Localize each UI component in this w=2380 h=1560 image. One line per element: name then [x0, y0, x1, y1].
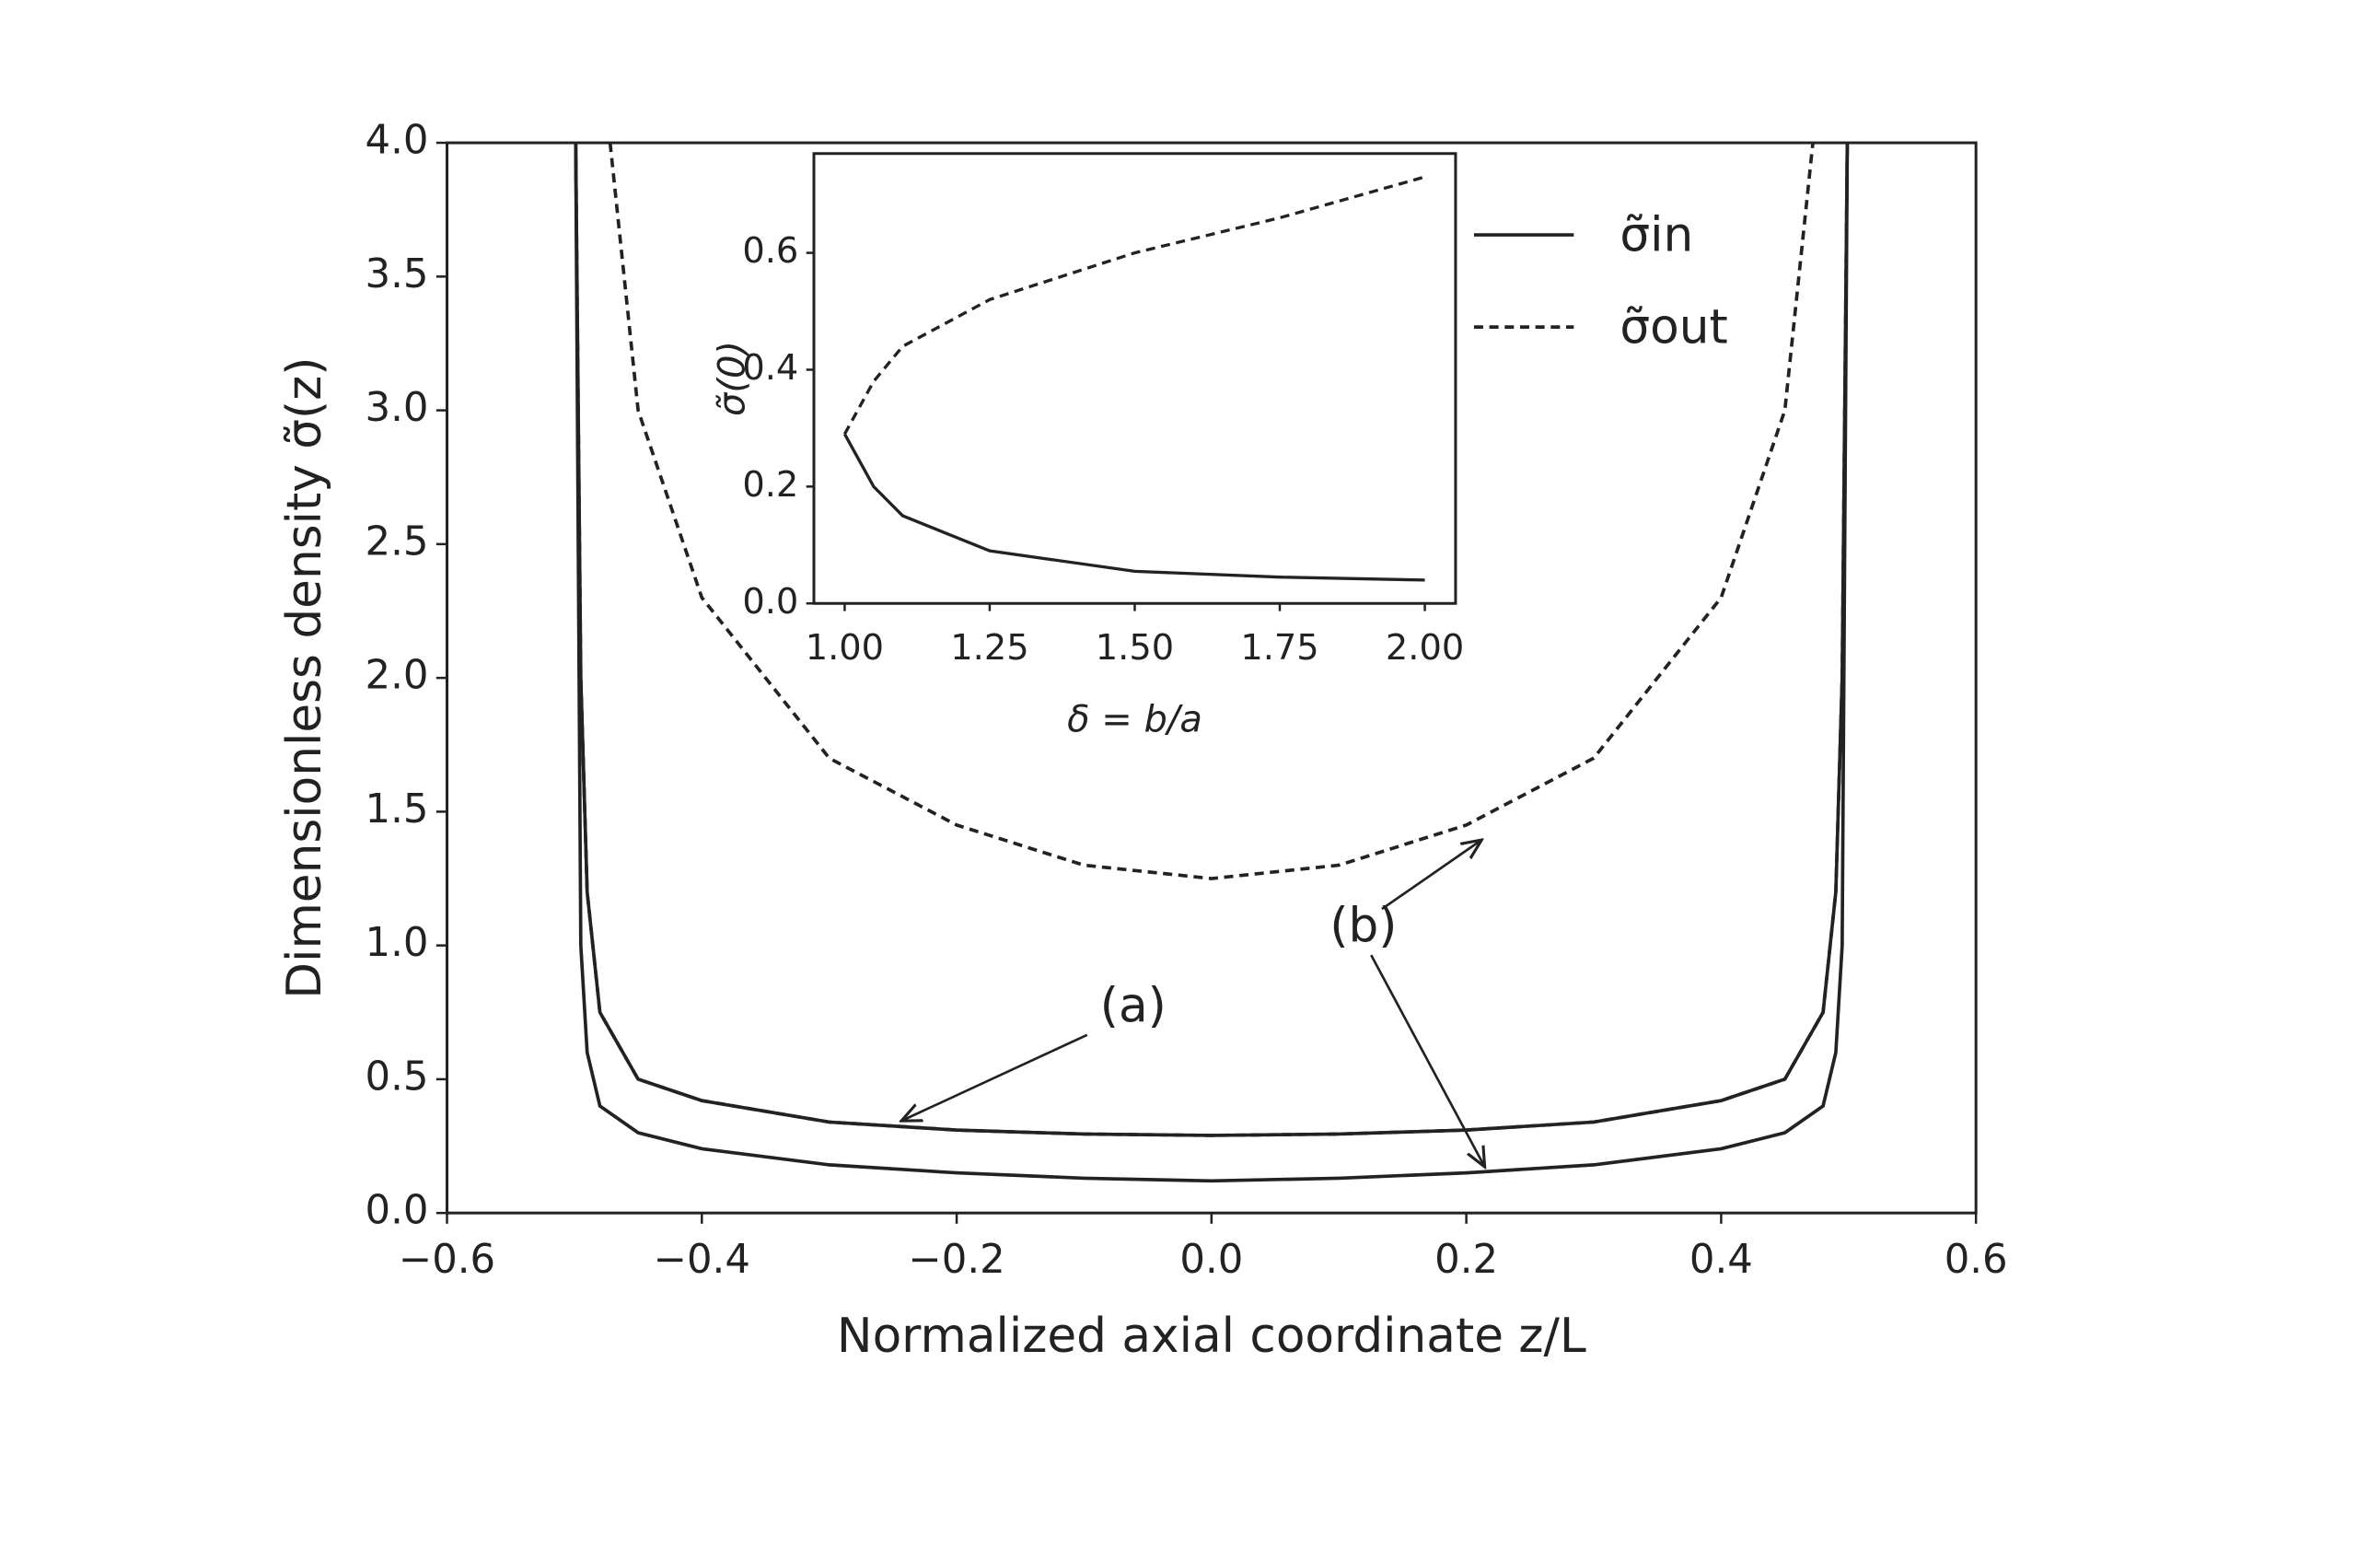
x-tick-label: 2.00 [1386, 627, 1464, 669]
y-tick-label: 2.5 [366, 518, 429, 565]
x-tick-label: 1.25 [950, 627, 1028, 669]
data-line [842, 175, 1426, 436]
arrow [1370, 954, 1484, 1167]
annotation-arrows [901, 840, 1485, 1167]
arrow [1381, 840, 1481, 911]
y-tick-label: 0.5 [366, 1054, 429, 1100]
x-axis-label: δ = b/a [1067, 699, 1202, 741]
arrow [901, 1033, 1088, 1121]
annotation: (b) [1329, 899, 1397, 954]
x-tick-label: −0.4 [654, 1237, 750, 1283]
inset-background [814, 153, 1456, 604]
y-tick-label: 0.4 [742, 347, 798, 389]
x-tick-label: −0.6 [399, 1237, 495, 1283]
x-tick-label: 0.0 [1179, 1237, 1243, 1283]
x-tick-label: 0.2 [1434, 1237, 1498, 1283]
x-tick-label: 1.75 [1240, 627, 1318, 669]
y-tick-label: 0.2 [742, 464, 798, 506]
x-axis-label: Normalized axial coordinate z/L [837, 1309, 1586, 1364]
y-tick-label: 0.0 [742, 581, 798, 623]
y-tick-label: 3.0 [366, 385, 429, 431]
x-tick-label: 1.00 [806, 627, 884, 669]
x-tick-label: 0.4 [1689, 1237, 1753, 1283]
y-tick-label: 1.5 [366, 786, 429, 832]
y-tick-label: 3.5 [366, 251, 429, 297]
annotation: (a) [1100, 978, 1167, 1033]
data-line [842, 433, 1425, 582]
y-tick-label: 1.0 [366, 920, 429, 966]
x-tick-label: 0.6 [1945, 1237, 2008, 1283]
x-tick-label: 1.50 [1096, 627, 1174, 669]
data-line [574, 143, 1850, 1137]
x-tick-label: −0.2 [908, 1237, 1004, 1283]
y-tick-label: 2.0 [366, 653, 429, 699]
legend-label: σ̃in [1620, 207, 1693, 262]
y-axis-label: σ̃(0) [711, 341, 753, 416]
data-line [608, 143, 1815, 880]
y-tick-label: 4.0 [366, 118, 429, 164]
y-tick-label: 0.0 [366, 1188, 429, 1234]
legend-label: σ̃out [1620, 299, 1727, 355]
data-line [574, 143, 1850, 1183]
y-tick-label: 0.6 [742, 230, 798, 272]
y-axis-label: Dimensionless density σ̃(z) [277, 357, 332, 999]
